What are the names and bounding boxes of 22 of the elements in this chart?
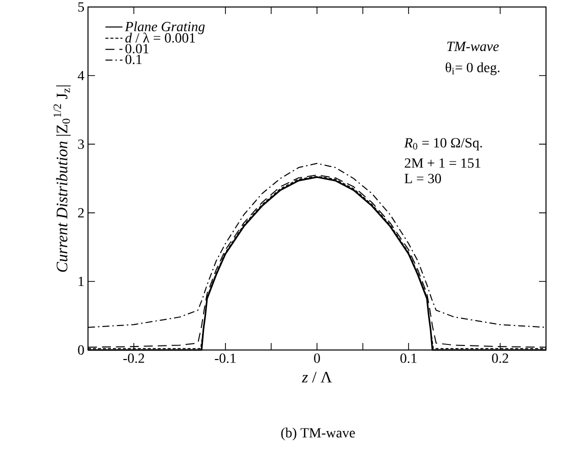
legend-label: d / λ = 0.001	[125, 32, 195, 43]
annotation: 2M + 1 = 151	[404, 158, 480, 168]
annotation: θ$_{i}$= 0 deg.	[446, 62, 500, 76]
x-tick-label: -0.1	[214, 354, 236, 363]
legend-label: 0.1	[125, 54, 142, 64]
y-axis-title: Current Distribution |Z$_{0}$$^{1/2}$ J$_{z}$|	[54, 85, 71, 272]
y-tick-label: 0	[78, 345, 84, 355]
annotation: TM-wave	[447, 42, 499, 52]
y-tick-label: 1	[78, 276, 84, 286]
legend-label: 0.01	[125, 44, 148, 54]
y-tick-label: 2	[78, 208, 84, 218]
text: (b) TM-wave	[281, 428, 355, 440]
annotation: R$_{0}$ = 10 Ω/Sq.	[404, 138, 482, 150]
x-tick-label: 0.1	[400, 354, 416, 363]
x-tick-label: 0.2	[492, 354, 508, 363]
annotation: L = 30	[404, 174, 441, 184]
x-axis-title: z / Λ	[302, 372, 332, 383]
x-tick-label: -0.2	[123, 354, 144, 363]
x-tick-label: 0	[314, 354, 320, 363]
y-tick-label: 3	[78, 140, 84, 149]
y-tick-label: 4	[78, 71, 84, 80]
y-tick-label: 5	[78, 2, 84, 12]
